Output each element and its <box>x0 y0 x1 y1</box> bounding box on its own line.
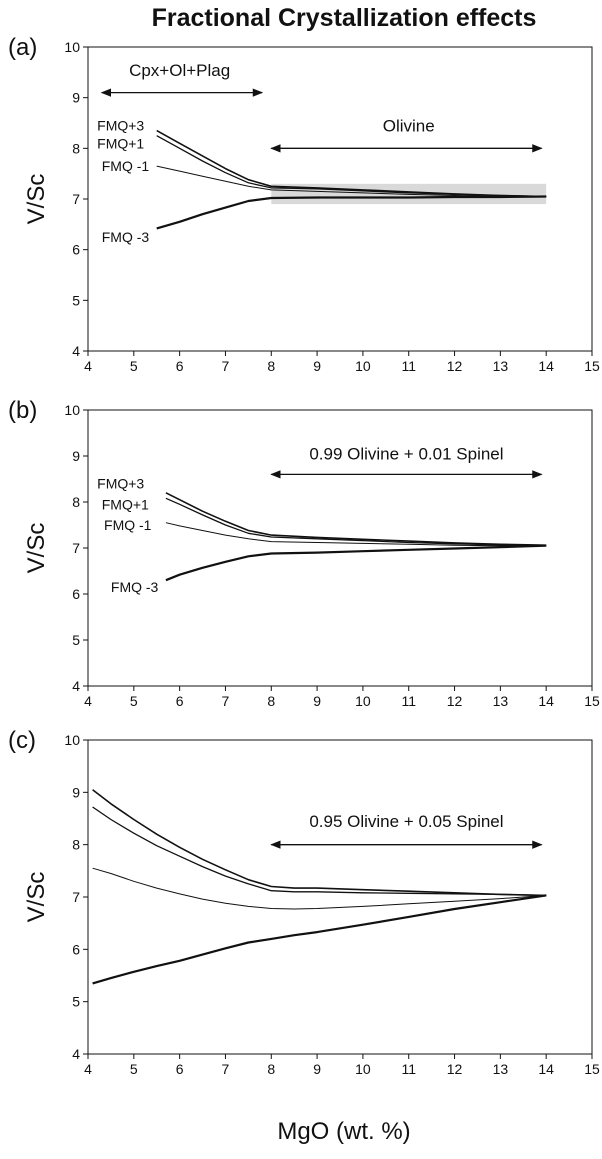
y-tick-label: 10 <box>64 402 80 418</box>
series-label: FMQ+3 <box>97 476 144 492</box>
x-tick-label: 8 <box>267 1061 275 1077</box>
panel-label: (a) <box>8 34 37 61</box>
series-line <box>165 522 547 547</box>
x-tick-label: 15 <box>584 358 600 374</box>
x-tick-label: 5 <box>130 1061 138 1077</box>
y-tick-label: 7 <box>72 889 80 905</box>
chart-panel-c: 4 5 6 7 8 9 10 11 12 13 14 15 4 5 6 7 8 9 10 V/Sc (c) 0.95 Ol… <box>8 727 600 1077</box>
series-label: FMQ -3 <box>111 579 159 595</box>
y-tick-label: 9 <box>72 90 80 106</box>
x-tick-label: 10 <box>355 693 371 709</box>
y-tick-label: 8 <box>72 837 80 853</box>
series-label: FMQ+1 <box>97 135 144 151</box>
x-tick-label: 4 <box>84 1061 92 1077</box>
x-tick-label: 15 <box>584 1061 600 1077</box>
chart-panel-a: 4 5 6 7 8 9 10 11 12 13 14 1545678910V/Sc(a)FMQ+3FM… <box>8 34 600 374</box>
x-tick-label: 8 <box>267 358 275 374</box>
y-tick-label: 4 <box>72 343 80 359</box>
annotation-label: 0.99 Olivine + 0.01 Spinel <box>309 445 503 464</box>
x-tick-label: 11 <box>401 358 416 374</box>
y-tick-label: 6 <box>72 586 80 602</box>
x-tick-label: 7 <box>222 1061 230 1077</box>
x-tick-label: 8 <box>267 693 275 709</box>
chart-panel-b: 4 5 6 7 8 9 10 11 12 13 14 15 4 5 6 7 8 9 10 V/Sc (b) FMQ+3 FM… <box>8 397 600 709</box>
series-line <box>92 867 547 910</box>
series-line <box>165 497 547 547</box>
annotation-label: 0.95 Olivine + 0.05 Spinel <box>309 812 503 831</box>
x-tick-label: 10 <box>355 358 371 374</box>
series-line <box>156 165 547 198</box>
x-tick-label: 10 <box>355 1061 371 1077</box>
series-label: FMQ+3 <box>97 118 144 134</box>
y-tick-label: 5 <box>72 994 80 1010</box>
x-tick-label: 11 <box>401 693 416 709</box>
series-line <box>165 492 547 546</box>
y-axis-title: V/Sc <box>23 523 50 574</box>
series-line <box>92 894 547 985</box>
x-tick-label: 9 <box>313 693 321 709</box>
x-tick-label: 13 <box>493 358 509 374</box>
x-tick-label: 14 <box>538 358 554 374</box>
y-tick-label: 4 <box>72 1046 80 1062</box>
series-label: FMQ -3 <box>102 229 150 245</box>
y-tick-label: 5 <box>72 292 80 308</box>
x-tick-label: 7 <box>222 693 230 709</box>
series-line <box>165 544 547 582</box>
x-axis-title: MgO (wt. %) <box>277 1118 411 1145</box>
series-label: FMQ+1 <box>102 496 149 512</box>
x-tick-label: 12 <box>447 1061 463 1077</box>
x-tick-label: 12 <box>447 358 463 374</box>
x-tick-label: 6 <box>176 693 184 709</box>
x-tick-label: 5 <box>130 693 138 709</box>
y-tick-label: 6 <box>72 941 80 957</box>
y-tick-label: 8 <box>72 494 80 510</box>
series-line <box>156 135 547 198</box>
y-tick-label: 4 <box>72 678 80 694</box>
panel-label: (c) <box>8 727 36 754</box>
panel-label: (b) <box>8 397 37 424</box>
series-line <box>92 806 547 897</box>
series-line <box>156 195 547 230</box>
y-tick-label: 10 <box>64 732 80 748</box>
y-tick-label: 8 <box>72 140 80 156</box>
x-tick-label: 4 <box>84 693 92 709</box>
y-tick-label: 9 <box>72 448 80 464</box>
y-tick-label: 5 <box>72 632 80 648</box>
series-line <box>92 789 547 897</box>
x-tick-label: 6 <box>176 1061 184 1077</box>
x-tick-label: 9 <box>313 358 321 374</box>
y-tick-label: 10 <box>64 39 80 55</box>
x-tick-label: 14 <box>538 693 554 709</box>
x-tick-label: 13 <box>493 693 509 709</box>
x-tick-label: 5 <box>130 358 138 374</box>
x-tick-label: 7 <box>222 358 230 374</box>
series-label: FMQ -1 <box>102 158 150 174</box>
y-tick-label: 7 <box>72 540 80 556</box>
x-tick-label: 15 <box>584 693 600 709</box>
x-tick-label: 12 <box>447 693 463 709</box>
x-tick-label: 9 <box>313 1061 321 1077</box>
x-tick-label: 11 <box>401 1061 416 1077</box>
x-tick-label: 14 <box>538 1061 554 1077</box>
x-tick-label: 6 <box>176 358 184 374</box>
y-tick-label: 6 <box>72 242 80 258</box>
y-tick-label: 7 <box>72 191 80 207</box>
y-tick-label: 9 <box>72 784 80 800</box>
y-axis-title: V/Sc <box>23 174 50 225</box>
series-label: FMQ -1 <box>104 517 152 533</box>
figure-title: Fractional Crystallization effects <box>151 4 537 32</box>
annotation-label: Cpx+Ol+Plag <box>129 61 230 80</box>
x-tick-label: 13 <box>493 1061 509 1077</box>
y-axis-title: V/Sc <box>23 872 50 923</box>
x-tick-label: 4 <box>84 358 92 374</box>
annotation-label: Olivine <box>383 117 435 136</box>
